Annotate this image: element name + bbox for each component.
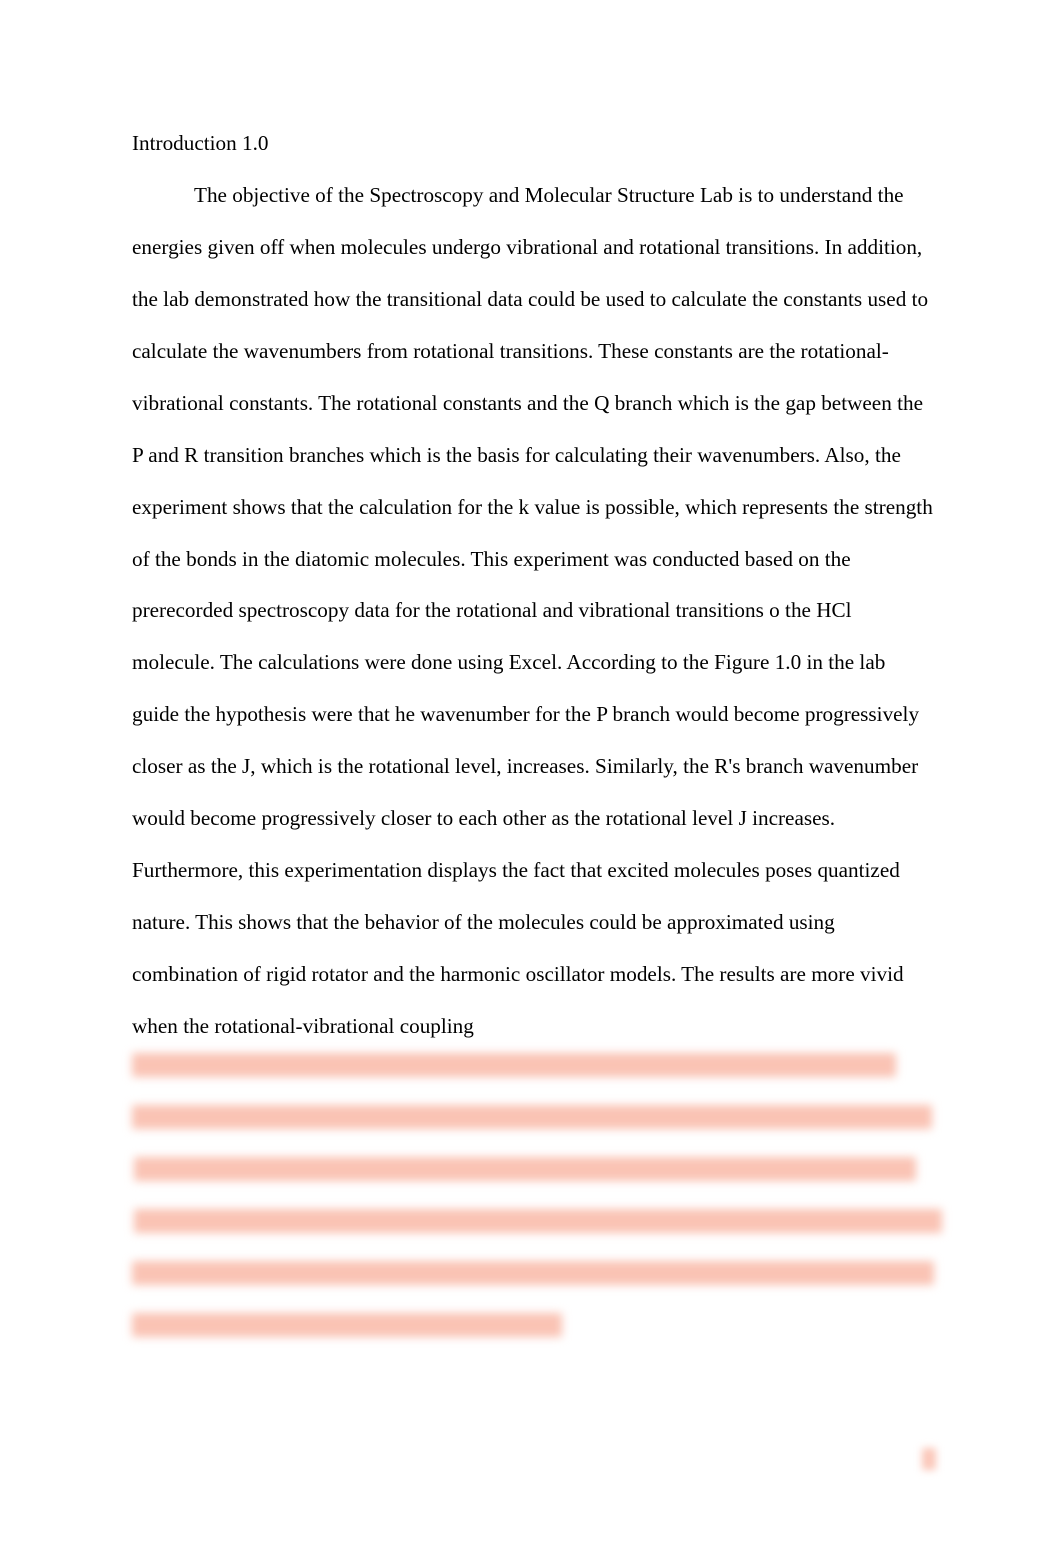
redacted-line (132, 1313, 562, 1337)
document-page: Introduction 1.0 The objective of the Sp… (0, 0, 1062, 1556)
redacted-line (134, 1209, 942, 1233)
body-paragraph: The objective of the Spectroscopy and Mo… (132, 170, 936, 1053)
redacted-line (132, 1105, 932, 1129)
redacted-line (134, 1157, 916, 1181)
redacted-line (132, 1053, 896, 1077)
section-heading: Introduction 1.0 (132, 118, 936, 170)
redacted-line (132, 1261, 934, 1285)
redacted-region (132, 1053, 936, 1337)
page-number-redacted (922, 1448, 936, 1470)
